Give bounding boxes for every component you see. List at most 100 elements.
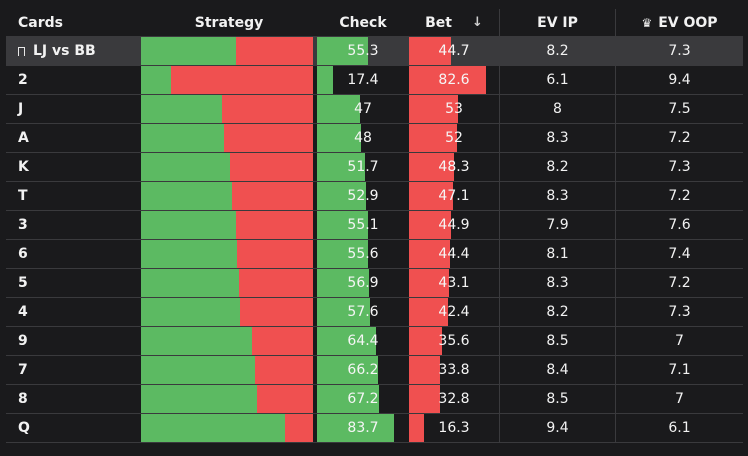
- card-label: J: [18, 101, 24, 117]
- check-bar: [317, 211, 368, 239]
- ev-oop-value: 7.3: [668, 304, 691, 320]
- table-row[interactable]: 9 64.4 35.6 8.5 7: [6, 327, 743, 356]
- strategy-bar: [141, 182, 313, 210]
- column-header-ev-oop[interactable]: ♛ EV OOP: [641, 14, 718, 31]
- check-value: 55.1: [347, 217, 379, 233]
- strategy-bar-cell: [141, 37, 317, 65]
- card-label: 3: [18, 217, 28, 233]
- ev-ip-value: 8.3: [546, 130, 569, 146]
- strategy-bar: [141, 414, 313, 442]
- check-bar: [317, 95, 361, 123]
- ev-ip-value: 8.2: [546, 304, 569, 320]
- check-value: 67.2: [347, 391, 379, 407]
- bet-value: 48.3: [438, 159, 470, 175]
- bet-bar: [409, 298, 449, 326]
- ev-ip-value: 8.2: [546, 43, 569, 59]
- check-value: 17.4: [347, 72, 379, 88]
- card-label: 6: [18, 246, 28, 262]
- check-bar: [317, 124, 362, 152]
- ev-oop-value: 7.3: [668, 43, 691, 59]
- bet-bar: [409, 356, 441, 384]
- strategy-check-fill: [141, 95, 222, 123]
- bet-bar: [409, 37, 451, 65]
- bet-bar: [409, 211, 451, 239]
- ev-oop-value: 7.2: [668, 188, 691, 204]
- table-row[interactable]: 5 56.9 43.1 8.3 7.2: [6, 269, 743, 298]
- table-row[interactable]: 4 57.6 42.4 8.2 7.3: [6, 298, 743, 327]
- card-label: 2: [18, 72, 28, 88]
- table-row[interactable]: 2 17.4 82.6 6.1 9.4: [6, 66, 743, 95]
- strategy-bar: [141, 153, 313, 181]
- card-label: T: [18, 188, 28, 204]
- bet-value: 44.7: [438, 43, 470, 59]
- strategy-bar: [141, 95, 313, 123]
- strategy-check-fill: [141, 385, 257, 413]
- bet-value: 52: [445, 130, 463, 146]
- ev-ip-value: 8.5: [546, 391, 569, 407]
- ev-ip-value: 6.1: [546, 72, 569, 88]
- ev-oop-value: 7.3: [668, 159, 691, 175]
- table-row[interactable]: 7 66.2 33.8 8.4 7.1: [6, 356, 743, 385]
- strategy-bar-cell: [141, 269, 317, 297]
- table-row[interactable]: Q 83.7 16.3 9.4 6.1: [6, 414, 743, 443]
- bet-bar: [409, 95, 459, 123]
- strategy-check-fill: [141, 269, 239, 297]
- check-bar: [317, 66, 333, 94]
- check-value: 55.3: [347, 43, 379, 59]
- bet-value: 32.8: [438, 391, 470, 407]
- strategy-bar-cell: [141, 182, 317, 210]
- check-bar: [317, 240, 369, 268]
- check-bar: [317, 37, 368, 65]
- strategy-table: Cards Strategy Check Bet ↓ EV IP ♛ EV OO…: [6, 9, 743, 443]
- check-bar: [317, 269, 370, 297]
- strategy-check-fill: [141, 298, 241, 326]
- column-header-cards[interactable]: Cards: [18, 14, 63, 31]
- check-value: 51.7: [347, 159, 379, 175]
- arrow-down-icon[interactable]: ↓: [471, 15, 483, 30]
- ev-oop-value: 7.5: [668, 101, 691, 117]
- strategy-bar-cell: [141, 124, 317, 152]
- table-row[interactable]: J 47 53 8 7.5: [6, 95, 743, 124]
- ev-oop-value: 7: [675, 333, 684, 349]
- table-row[interactable]: 6 55.6 44.4 8.1 7.4: [6, 240, 743, 269]
- strategy-check-fill: [141, 211, 236, 239]
- strategy-check-fill: [141, 153, 230, 181]
- card-label: K: [18, 159, 29, 175]
- strategy-bar: [141, 211, 313, 239]
- strategy-bar-cell: [141, 153, 317, 181]
- strategy-bar: [141, 240, 313, 268]
- strategy-bar-cell: [141, 298, 317, 326]
- summary-row[interactable]: LJ vs BB 55.3 44.7 8.2 7.3: [6, 37, 743, 66]
- check-bar: [317, 414, 394, 442]
- card-label: Q: [18, 420, 30, 436]
- bet-bar: [409, 240, 451, 268]
- column-header-check[interactable]: Check: [339, 14, 387, 31]
- strategy-bar-cell: [141, 414, 317, 442]
- column-header-ev-ip[interactable]: EV IP: [499, 9, 616, 36]
- bet-value: 35.6: [438, 333, 470, 349]
- summary-label: LJ vs BB: [33, 43, 96, 59]
- check-value: 48: [354, 130, 372, 146]
- table-row[interactable]: K 51.7 48.3 8.2 7.3: [6, 153, 743, 182]
- strategy-bar-cell: [141, 95, 317, 123]
- bet-value: 47.1: [438, 188, 470, 204]
- table-row[interactable]: A 48 52 8.3 7.2: [6, 124, 743, 153]
- table-row[interactable]: T 52.9 47.1 8.3 7.2: [6, 182, 743, 211]
- ev-oop-value: 7.1: [668, 362, 691, 378]
- column-header-bet[interactable]: Bet ↓: [425, 14, 483, 31]
- check-value: 83.7: [347, 420, 379, 436]
- strategy-bar-cell: [141, 240, 317, 268]
- crown-icon: ♛: [641, 15, 653, 30]
- bet-bar: [409, 124, 458, 152]
- table-row[interactable]: 3 55.1 44.9 7.9 7.6: [6, 211, 743, 240]
- strategy-check-fill: [141, 327, 252, 355]
- strategy-bar: [141, 66, 313, 94]
- bookmark-icon[interactable]: [18, 46, 25, 58]
- ev-oop-value: 7.6: [668, 217, 691, 233]
- ev-oop-value: 6.1: [668, 420, 691, 436]
- column-header-strategy[interactable]: Strategy: [194, 14, 264, 31]
- check-bar: [317, 298, 370, 326]
- strategy-check-fill: [141, 356, 255, 384]
- check-bar: [317, 385, 379, 413]
- table-row[interactable]: 8 67.2 32.8 8.5 7: [6, 385, 743, 414]
